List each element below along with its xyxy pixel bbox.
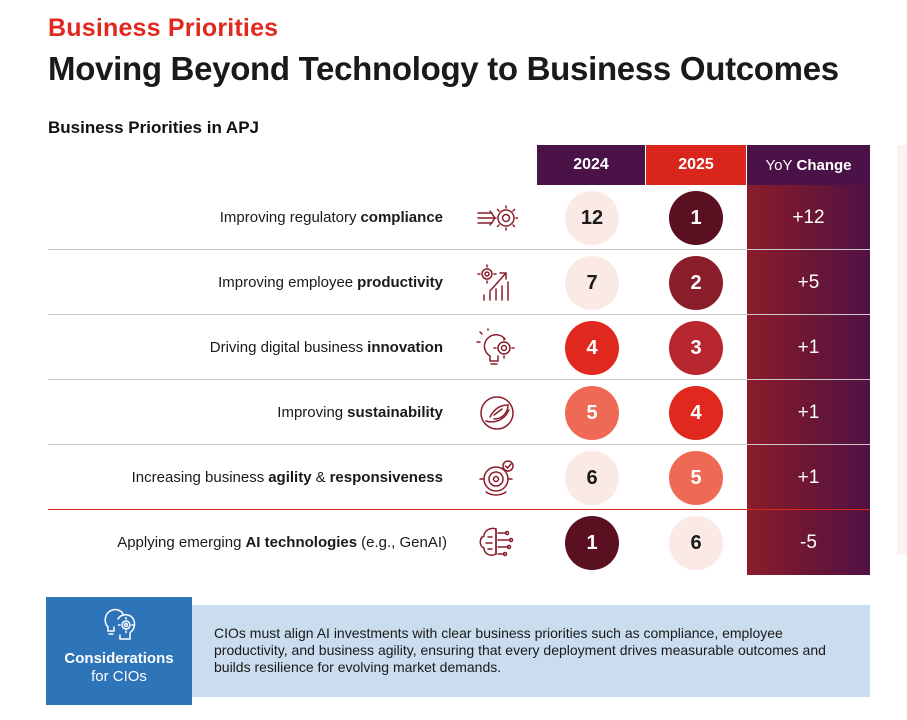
priority-label: Driving digital business innovation xyxy=(210,315,447,380)
label-text-post: (e.g., GenAI) xyxy=(361,534,447,551)
priority-row: Driving digital business innovation 4 3 … xyxy=(48,315,870,380)
priority-row: Improving regulatory compliance 12 1 +12 xyxy=(48,185,870,250)
priority-row: Improving employee productivity 7 2 +5 xyxy=(48,250,870,315)
label-bold: agility xyxy=(268,469,312,486)
rank-2024: 12 xyxy=(565,191,619,245)
priority-label: Applying emerging AI technologies (e.g.,… xyxy=(117,510,447,575)
agility-icon xyxy=(476,458,518,498)
rank-2025: 3 xyxy=(669,321,723,375)
yoy-header-light: YoY xyxy=(765,156,793,174)
considerations-text: CIOs must align AI investments with clea… xyxy=(214,625,826,675)
priority-label: Improving sustainability xyxy=(277,380,447,445)
yoy-change: +1 xyxy=(797,466,820,488)
rank-2024: 4 xyxy=(565,321,619,375)
label-text: Increasing business xyxy=(131,469,265,486)
row-divider xyxy=(48,444,870,445)
lightbulb-gear-icon xyxy=(98,605,140,645)
priority-row: Applying emerging AI technologies (e.g.,… xyxy=(48,510,870,575)
priority-label: Improving regulatory compliance xyxy=(220,185,447,250)
column-header-2025: 2025 xyxy=(646,145,746,185)
yoy-change: +1 xyxy=(797,401,820,423)
rank-2024: 6 xyxy=(565,451,619,505)
ai-brain-icon xyxy=(476,523,518,563)
label-text: Driving digital business xyxy=(209,339,364,356)
label-bold: AI technologies xyxy=(245,534,358,551)
priority-row: Increasing business agility & responsive… xyxy=(48,445,870,510)
cio-considerations-panel: CIOs must align AI investments with clea… xyxy=(192,605,870,697)
yoy-change: +1 xyxy=(797,336,820,358)
rank-2025: 6 xyxy=(669,516,723,570)
rank-2025: 1 xyxy=(669,191,723,245)
rank-2024: 7 xyxy=(565,256,619,310)
yoy-change: -5 xyxy=(800,531,817,553)
innovation-icon xyxy=(476,328,518,368)
section-eyebrow: Business Priorities xyxy=(48,14,279,42)
sustainability-icon xyxy=(476,393,518,433)
rank-2024: 5 xyxy=(565,386,619,440)
row-divider xyxy=(48,379,870,380)
rank-2025: 2 xyxy=(669,256,723,310)
label-bold-2: responsiveness xyxy=(329,469,443,486)
label-text: Improving employee xyxy=(218,274,354,291)
row-divider xyxy=(48,509,870,510)
page-title: Moving Beyond Technology to Business Out… xyxy=(48,50,839,87)
productivity-icon xyxy=(476,263,518,303)
label-bold: innovation xyxy=(367,339,443,356)
label-bold: sustainability xyxy=(347,404,443,421)
label-text: Improving xyxy=(277,404,344,421)
row-divider xyxy=(48,314,870,315)
priority-row: Improving sustainability 5 4 +1 xyxy=(48,380,870,445)
yoy-header-bold: Change xyxy=(796,156,852,174)
row-divider xyxy=(48,249,870,250)
label-text: Applying emerging xyxy=(117,534,242,551)
compliance-icon xyxy=(476,198,519,238)
yoy-change: +5 xyxy=(797,271,820,293)
label-bold: compliance xyxy=(360,209,443,226)
label-bold: productivity xyxy=(357,274,443,291)
column-header-2024: 2024 xyxy=(537,145,645,185)
rank-2025: 5 xyxy=(669,451,723,505)
rank-2024: 1 xyxy=(565,516,619,570)
priority-label: Increasing business agility & responsive… xyxy=(132,445,447,510)
column-header-yoy: YoY Change xyxy=(747,145,870,185)
table-title: Business Priorities in APJ xyxy=(48,118,259,137)
considerations-badge: Considerations for CIOs xyxy=(46,597,192,705)
rank-2025: 4 xyxy=(669,386,723,440)
considerations-label: Considerations xyxy=(64,650,174,667)
yoy-change: +12 xyxy=(792,206,825,228)
decorative-rail xyxy=(897,145,907,555)
label-text: Improving regulatory xyxy=(219,209,357,226)
yoy-column-background xyxy=(747,185,870,575)
priority-label: Improving employee productivity xyxy=(218,250,447,315)
label-text-mid: & xyxy=(315,469,326,486)
considerations-sublabel: for CIOs xyxy=(91,668,147,685)
